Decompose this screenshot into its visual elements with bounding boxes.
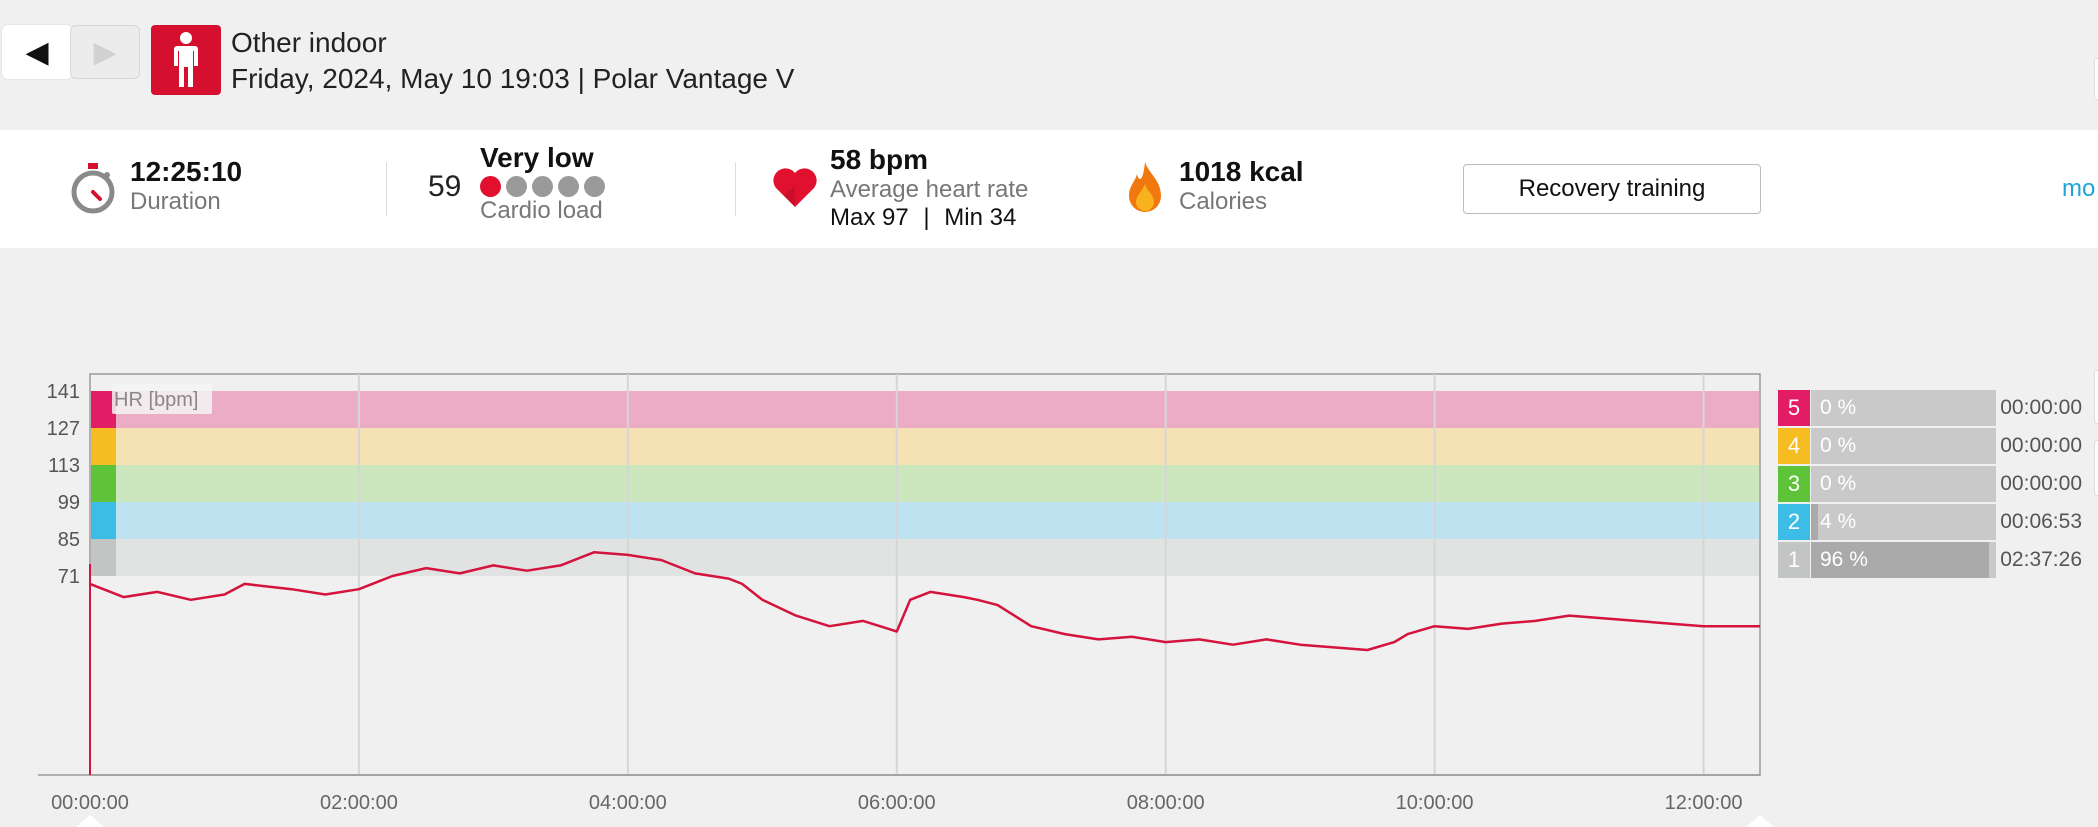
calories-value: 1018 kcal xyxy=(1179,156,1304,187)
max-hr: Max 97 xyxy=(830,204,909,231)
zone-band-1 xyxy=(91,539,1759,576)
zone-bar xyxy=(1811,504,1996,540)
sport-title: Other indoor xyxy=(231,27,387,58)
arrow-left-icon: ◀ xyxy=(25,35,49,69)
heart-rate-zones-panel: 5 0 % 00:00:00 4 0 % 00:00:00 3 0 % 00:00:00 2 4 %… xyxy=(1778,390,2098,578)
training-benefit-button[interactable]: Recovery training xyxy=(1463,164,1761,214)
zone-number: 1 xyxy=(1778,542,1810,578)
range-handle-end xyxy=(1746,815,1774,827)
zone-percent: 0 % xyxy=(1820,434,1857,457)
range-handle-start xyxy=(76,815,104,827)
x-tick-label: 10:00:00 xyxy=(1396,792,1474,814)
y-tick-label: 85 xyxy=(58,529,80,551)
zone-time: 00:00:00 xyxy=(2000,396,2082,419)
zone-number: 5 xyxy=(1778,390,1810,426)
flame-icon xyxy=(1125,160,1165,221)
zone-time: 00:06:53 xyxy=(2000,510,2082,533)
zone-percent: 96 % xyxy=(1820,548,1868,571)
zone-band-2 xyxy=(91,502,1759,539)
stopwatch-icon xyxy=(70,161,116,220)
cardio-dot xyxy=(506,176,527,197)
session-datetime-device: Friday, 2024, May 10 19:03 | Polar Vanta… xyxy=(231,63,795,94)
duration-label: Duration xyxy=(130,188,221,215)
heart-rate-line xyxy=(89,550,1760,652)
y-tick-label: 99 xyxy=(58,492,80,514)
zone-number: 3 xyxy=(1778,466,1810,502)
duration-value: 12:25:10 xyxy=(130,156,243,187)
cardio-load-level: Very low xyxy=(480,142,594,173)
y-tick-label: 71 xyxy=(58,566,80,588)
zone-fill xyxy=(1811,542,1989,578)
zone-marker-3 xyxy=(91,465,116,502)
zone-time: 00:00:00 xyxy=(2000,434,2082,457)
cardio-dot xyxy=(532,176,553,197)
zone-row-3: 3 0 % 00:00:00 xyxy=(1778,466,2098,502)
heart-rate-block: 58 bpm Average heart rate Max 97 | Min 3… xyxy=(830,144,1028,232)
x-tick-label: 02:00:00 xyxy=(320,792,398,814)
divider xyxy=(735,162,736,216)
zone-percent: 0 % xyxy=(1820,396,1857,419)
previous-session-button[interactable]: ◀ xyxy=(2,25,72,79)
calories-block: 1018 kcal Calories xyxy=(1179,156,1304,216)
heart-icon xyxy=(772,166,818,213)
side-panel-tab[interactable] xyxy=(2094,440,2098,496)
x-tick-label: 08:00:00 xyxy=(1127,792,1205,814)
summary-bar: 12:25:10 Duration 59 Very low Cardio loa… xyxy=(0,130,2098,248)
min-hr: Min 34 xyxy=(944,204,1017,231)
y-tick-label: 113 xyxy=(48,455,80,477)
zone-marker-1 xyxy=(91,539,116,576)
y-tick-label: 141 xyxy=(47,381,80,403)
zone-band-4 xyxy=(91,428,1759,465)
cardio-dot xyxy=(558,176,579,197)
zone-band-5 xyxy=(91,391,1759,428)
legend-label-bg xyxy=(112,384,212,414)
cardio-load-value: 59 xyxy=(428,170,462,203)
cardio-dot xyxy=(480,176,501,197)
zone-marker-5 xyxy=(91,391,116,428)
cardio-dot xyxy=(584,176,605,197)
zone-number: 2 xyxy=(1778,504,1810,540)
zone-row-2: 2 4 % 00:06:53 xyxy=(1778,504,2098,540)
calories-label: Calories xyxy=(1179,188,1268,215)
average-hr-label: Average heart rate xyxy=(830,176,1029,203)
heart-rate-chart: 00:00:00 02:00:00 04:00:00 06:00:00 08:00:00… xyxy=(0,360,1780,827)
cardio-load-dots xyxy=(480,176,605,197)
zone-time: 02:37:26 xyxy=(2000,548,2082,571)
zone-bar xyxy=(1811,390,1996,426)
more-link[interactable]: mo xyxy=(2062,175,2096,202)
duration-block: 12:25:10 Duration xyxy=(130,156,242,216)
zone-bar xyxy=(1811,542,1996,578)
zone-fill xyxy=(1811,504,1819,540)
zone-band-3 xyxy=(91,465,1759,502)
zone-bar xyxy=(1811,428,1996,464)
zone-row-1: 1 96 % 02:37:26 xyxy=(1778,542,2098,578)
arrow-right-icon: ▶ xyxy=(93,35,117,69)
zone-number: 4 xyxy=(1778,428,1810,464)
person-standing-icon xyxy=(151,25,221,95)
zone-time: 00:00:00 xyxy=(2000,472,2082,495)
zone-bar xyxy=(1811,466,1996,502)
x-tick-label: 12:00:00 xyxy=(1665,792,1743,814)
legend-label: HR [bpm] xyxy=(114,389,198,411)
side-panel-tab[interactable] xyxy=(2094,370,2098,424)
side-panel-tab[interactable] xyxy=(2094,58,2098,100)
zone-row-4: 4 0 % 00:00:00 xyxy=(1778,428,2098,464)
cardio-load-block: Very low Cardio load xyxy=(480,142,605,225)
zone-marker-4 xyxy=(91,428,116,465)
x-tick-label: 00:00:00 xyxy=(51,792,129,814)
y-tick-label: 127 xyxy=(47,418,80,440)
hr-divider: | xyxy=(923,204,930,231)
cardio-load-label: Cardio load xyxy=(480,197,603,224)
next-session-button[interactable]: ▶ xyxy=(70,25,140,79)
divider xyxy=(386,162,387,216)
x-tick-label: 04:00:00 xyxy=(589,792,667,814)
average-hr-value: 58 bpm xyxy=(830,144,929,175)
zone-row-5: 5 0 % 00:00:00 xyxy=(1778,390,2098,426)
heart-rate-chart-svg: 00:00:00 02:00:00 04:00:00 06:00:00 08:00:00… xyxy=(38,373,1774,827)
zone-percent: 4 % xyxy=(1820,510,1857,533)
zone-marker-2 xyxy=(91,502,116,539)
zone-percent: 0 % xyxy=(1820,472,1857,495)
x-tick-label: 06:00:00 xyxy=(858,792,936,814)
activity-header: ◀ ▶ Other indoor Friday, 2024, May 10 19… xyxy=(0,0,2098,128)
